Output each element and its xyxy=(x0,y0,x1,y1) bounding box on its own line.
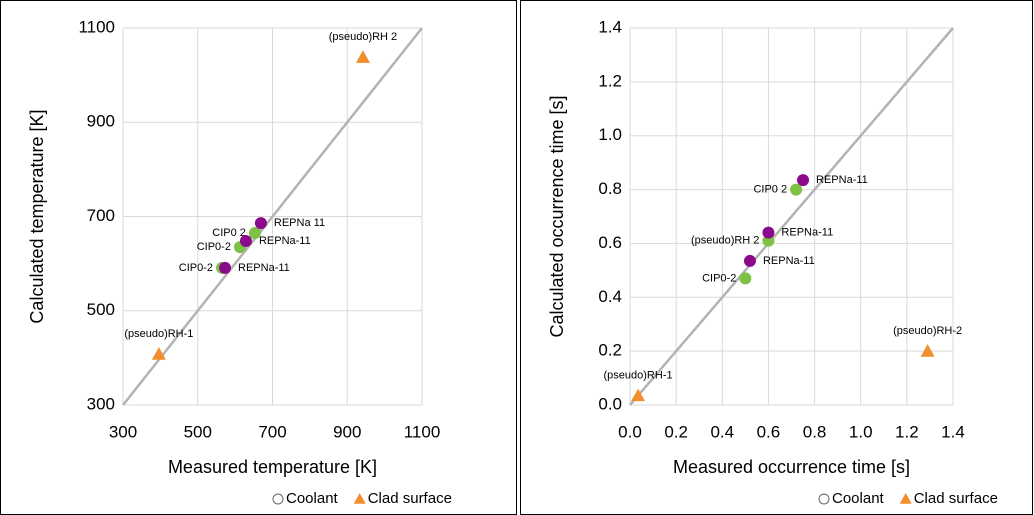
y-tick-label: 0.0 xyxy=(598,394,622,413)
point-label: CIP0-2 xyxy=(702,272,736,284)
point-label: (pseudo)RH 2 xyxy=(691,235,759,247)
diagonal-line xyxy=(122,27,423,406)
x-axis-label: Measured temperature [K] xyxy=(168,457,377,477)
point-label: REPNa-11 xyxy=(781,227,833,239)
data-point xyxy=(254,217,267,230)
y-tick-label: 1.4 xyxy=(598,17,622,36)
data-point xyxy=(239,235,252,248)
y-axis-label: Calculated temperature [K] xyxy=(27,109,47,323)
point-label: REPNa-11 xyxy=(238,262,290,274)
data-point xyxy=(248,226,261,239)
x-tick-label: 0.2 xyxy=(664,422,688,441)
legend-label: Clad surface xyxy=(914,490,998,507)
data-point xyxy=(151,347,166,360)
legend-marker xyxy=(353,493,366,504)
x-axis-label: Measured occurrence time [s] xyxy=(673,457,910,477)
point-label: CIP0-2 xyxy=(179,262,213,274)
point-label: (pseudo)RH 2 xyxy=(329,31,397,43)
data-point xyxy=(797,174,810,187)
point-label: REPNa-11 xyxy=(259,235,311,247)
y-tick-label: 900 xyxy=(87,112,115,131)
point-label: (pseudo)RH-1 xyxy=(124,328,193,340)
point-label: REPNa-11 xyxy=(816,174,868,186)
data-point xyxy=(631,388,646,402)
legend-marker xyxy=(818,493,830,505)
x-tick-label: 300 xyxy=(109,422,137,441)
y-axis-label: Calculated occurrence time [s] xyxy=(547,95,567,337)
x-tick-label: 500 xyxy=(184,422,212,441)
diagonal-line xyxy=(629,27,954,406)
legend-marker xyxy=(272,493,284,505)
y-tick-label: 500 xyxy=(87,300,115,319)
y-tick-label: 300 xyxy=(87,394,115,413)
x-tick-label: 1.0 xyxy=(849,422,873,441)
data-point xyxy=(920,344,935,357)
point-label: (pseudo)RH-2 xyxy=(893,325,962,337)
data-point xyxy=(219,261,232,274)
point-label: (pseudo)RH-1 xyxy=(604,369,673,381)
y-tick-label: 1.2 xyxy=(598,71,622,90)
x-tick-label: 0.8 xyxy=(803,422,827,441)
y-tick-label: 700 xyxy=(87,206,115,225)
x-tick-label: 1100 xyxy=(404,422,441,441)
point-label: CIP0 2 xyxy=(753,183,787,195)
legend-label: Coolant xyxy=(286,490,339,507)
legend-label: Clad surface xyxy=(368,490,452,507)
point-label: REPNa-11 xyxy=(763,255,815,267)
y-tick-label: 0.2 xyxy=(598,341,622,360)
legend-label: Coolant xyxy=(832,490,885,507)
legend-marker xyxy=(899,493,912,504)
y-tick-label: 0.8 xyxy=(598,179,622,198)
x-tick-label: 1.4 xyxy=(941,422,965,441)
data-point xyxy=(790,183,803,196)
x-tick-label: 900 xyxy=(333,422,361,441)
point-label: REPNa 11 xyxy=(274,217,325,229)
x-tick-label: 0.6 xyxy=(757,422,781,441)
point-label: CIP0-2 xyxy=(197,241,231,253)
y-tick-label: 1100 xyxy=(78,17,115,36)
data-point xyxy=(743,254,756,267)
point-label: CIP0 2 xyxy=(212,227,246,239)
y-tick-label: 0.4 xyxy=(598,287,622,306)
x-tick-label: 0.0 xyxy=(618,422,642,441)
data-point xyxy=(739,272,752,285)
x-tick-label: 700 xyxy=(258,422,286,441)
y-tick-label: 1.0 xyxy=(598,125,622,144)
x-tick-label: 1.2 xyxy=(895,422,919,441)
x-tick-label: 0.4 xyxy=(710,422,734,441)
y-tick-label: 0.6 xyxy=(598,233,622,252)
data-point xyxy=(355,50,370,63)
data-point xyxy=(762,226,775,239)
